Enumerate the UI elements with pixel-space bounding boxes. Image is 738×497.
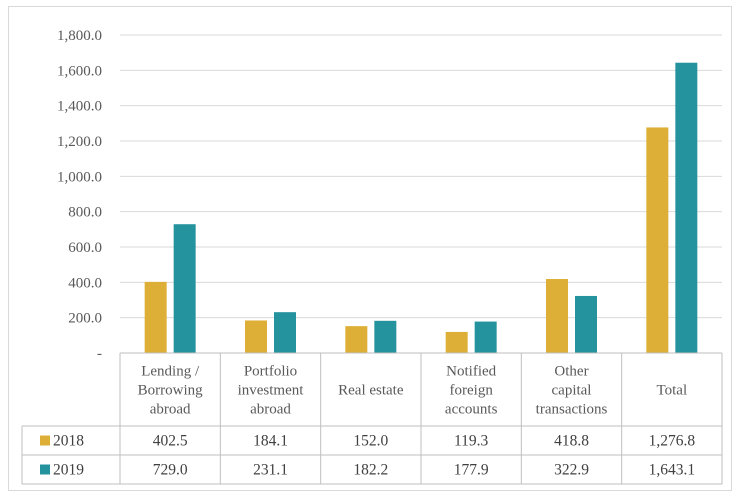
data-table-value: 402.5 — [153, 433, 188, 450]
bar-2018-0 — [144, 281, 167, 353]
data-table-value: 182.2 — [353, 462, 388, 479]
data-table-value: 152.0 — [353, 433, 388, 450]
data-table-value: 231.1 — [253, 462, 288, 479]
category-label: Total — [657, 383, 688, 399]
bar-2018-2 — [345, 326, 368, 353]
data-table-value: 729.0 — [153, 462, 188, 479]
category-label: capital — [552, 383, 592, 399]
category-label: transactions — [536, 402, 608, 418]
category-label: abroad — [150, 402, 191, 418]
category-label: foreign — [450, 383, 494, 399]
bar-2019-4 — [575, 295, 597, 353]
legend-label: 2019 — [53, 462, 84, 479]
category-label: Other — [554, 364, 588, 380]
category-label: Real estate — [338, 383, 404, 399]
bar-2019-1 — [274, 312, 296, 353]
y-tick-label: 1,400.0 — [57, 99, 102, 115]
legend-label: 2018 — [53, 433, 84, 450]
chart-frame — [8, 6, 732, 491]
category-label: investment — [238, 383, 305, 399]
y-tick-label: 200.0 — [68, 311, 102, 327]
bar-2018-4 — [546, 279, 568, 353]
data-table-value: 184.1 — [253, 433, 288, 450]
category-label: Notified — [446, 364, 496, 380]
data-table-value: 1,276.8 — [649, 433, 696, 450]
bar-2018-1 — [245, 320, 267, 353]
category-label: Lending / — [141, 364, 200, 380]
bar-2019-3 — [474, 321, 497, 353]
category-label: Portfolio — [244, 364, 297, 380]
y-tick-label: 400.0 — [68, 275, 102, 291]
bar-2019-0 — [173, 224, 196, 353]
legend-key-2018 — [40, 435, 50, 446]
bar-2018-3 — [445, 331, 468, 353]
data-table-value: 322.9 — [554, 462, 589, 479]
y-tick-label: 1,000.0 — [57, 169, 102, 185]
data-table-value: 1,643.1 — [649, 462, 696, 479]
bar-2018-5 — [646, 127, 669, 353]
category-label: Borrowing — [138, 383, 203, 399]
y-tick-label: 1,800.0 — [57, 28, 102, 44]
data-table-value: 119.3 — [454, 433, 489, 450]
y-tick-label: - — [97, 346, 102, 362]
data-table-value: 418.8 — [554, 433, 589, 450]
y-tick-label: 1,600.0 — [57, 63, 102, 79]
category-label: abroad — [250, 402, 291, 418]
y-tick-label: 600.0 — [68, 240, 102, 256]
category-label: accounts — [445, 402, 498, 418]
y-tick-label: 800.0 — [68, 205, 102, 221]
bar-2019-5 — [675, 62, 698, 354]
bar-2019-2 — [374, 320, 397, 353]
y-tick-label: 1,200.0 — [57, 134, 102, 150]
data-table-value: 177.9 — [454, 462, 489, 479]
legend-key-2019 — [40, 464, 50, 475]
